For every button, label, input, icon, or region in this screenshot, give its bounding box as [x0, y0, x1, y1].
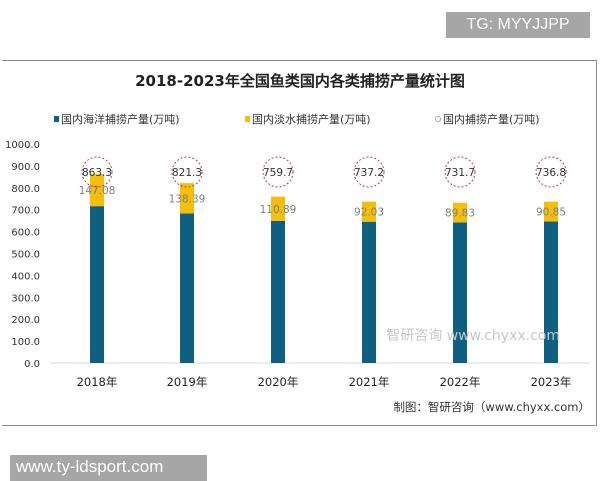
- bar-marine: [544, 221, 558, 363]
- bottom-banner: www.ty-ldsport.com: [10, 455, 207, 481]
- y-tick-label: 700.0: [11, 206, 40, 217]
- y-tick-label: 1000.0: [5, 140, 40, 151]
- total-marker-circle: [262, 156, 294, 188]
- freshwater-data-label: 138.39: [169, 193, 206, 205]
- bar-marine: [453, 222, 467, 363]
- total-marker-circle: [535, 156, 567, 188]
- y-tick-label: 500.0: [11, 250, 40, 261]
- bar-marine: [90, 206, 104, 363]
- chart: 2018-2023年全国鱼类国内各类捕捞产量统计图 国内海洋捕捞产量(万吨) 国内…: [5, 72, 590, 414]
- total-marker-circle: [81, 156, 113, 188]
- x-tick-label: 2018年: [77, 375, 118, 389]
- y-axis: 0.0 100.0 200.0 300.0 400.0 500.0 600.0 700.0 80…: [5, 140, 40, 370]
- legend-swatch: [245, 116, 250, 122]
- bar-marine: [271, 220, 285, 363]
- freshwater-data-label: 110.89: [260, 204, 297, 216]
- bar-freshwater: [180, 183, 194, 214]
- bar-freshwater: [271, 196, 285, 221]
- bar-freshwater: [90, 173, 104, 207]
- y-tick-label: 900.0: [11, 162, 40, 173]
- x-tick-label: 2023年: [531, 375, 572, 389]
- y-tick-label: 800.0: [11, 184, 40, 195]
- total-data-label: 759.7: [263, 167, 293, 179]
- y-tick-label: 100.0: [11, 337, 40, 348]
- legend: 国内海洋捕捞产量(万吨) 国内淡水捕捞产量(万吨) 国内捕捞产量(万吨): [54, 112, 540, 126]
- x-tick-label: 2021年: [349, 375, 390, 389]
- source-note: 制图：智研咨询（www.chyxx.com）: [393, 400, 590, 414]
- bar-freshwater: [453, 202, 467, 223]
- legend-label: 国内海洋捕捞产量(万吨): [61, 112, 180, 126]
- watermark: 智研咨询 www.chyxx.com: [386, 328, 560, 344]
- bar-freshwater: [362, 201, 376, 222]
- total-marker-circle: [353, 156, 385, 188]
- bar-marine: [180, 213, 194, 363]
- bars: 147.08 863.3 138.39 821.3 110.89 759.7 92.03 73…: [79, 156, 567, 363]
- y-tick-label: 600.0: [11, 228, 40, 239]
- freshwater-data-label: 92.03: [354, 207, 384, 219]
- total-data-label: 731.7: [445, 167, 475, 179]
- freshwater-data-label: 147.08: [79, 185, 116, 197]
- x-axis: 2018年 2019年 2020年 2021年 2022年 2023年: [77, 375, 572, 389]
- y-tick-label: 0.0: [24, 359, 40, 370]
- y-tick-label: 300.0: [11, 293, 40, 304]
- y-tick-label: 200.0: [11, 315, 40, 326]
- y-tick-label: 400.0: [11, 271, 40, 282]
- x-tick-label: 2022年: [440, 375, 481, 389]
- total-data-label: 821.3: [172, 167, 202, 179]
- x-tick-label: 2019年: [167, 375, 208, 389]
- freshwater-data-label: 89.83: [445, 208, 475, 220]
- legend-swatch: [54, 116, 59, 122]
- total-marker-circle: [171, 156, 203, 188]
- total-data-label: 736.8: [536, 167, 566, 179]
- bar-marine: [362, 221, 376, 363]
- legend-marker-circle: [435, 116, 441, 122]
- total-data-label: 863.3: [82, 167, 112, 179]
- legend-label: 国内淡水捕捞产量(万吨): [252, 112, 371, 126]
- chart-title: 2018-2023年全国鱼类国内各类捕捞产量统计图: [135, 72, 465, 90]
- freshwater-data-label: 90.85: [536, 207, 566, 219]
- bar-freshwater: [544, 201, 558, 222]
- legend-label: 国内捕捞产量(万吨): [443, 112, 540, 126]
- total-data-label: 737.2: [354, 167, 384, 179]
- x-tick-label: 2020年: [258, 375, 299, 389]
- total-marker-circle: [444, 156, 476, 188]
- top-banner: TG: MYYJJPP: [446, 12, 590, 38]
